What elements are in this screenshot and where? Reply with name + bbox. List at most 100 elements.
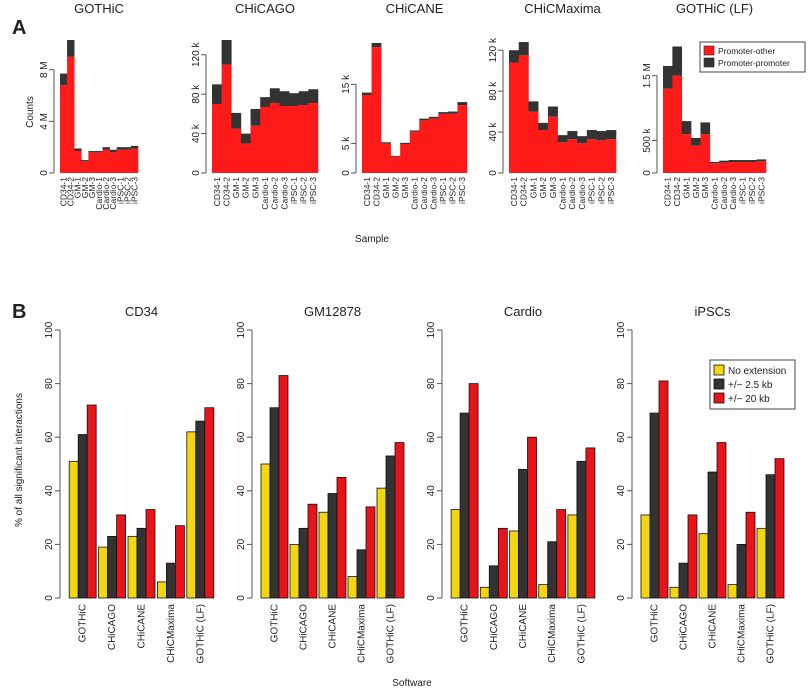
bar-cardio-chicago-20-kb [497, 527, 508, 599]
bar-segment-gothic-lf-gm-2-promoter-other [691, 145, 701, 173]
bar-segment-chicmaxima-cd34-1-promoter-promoter [509, 50, 520, 63]
bar-segment-gothic-gm-3-promoter-other [88, 152, 96, 173]
bar-segment-chicago-cd34-2-promoter-promoter [221, 40, 232, 65]
chart-title-gm12878: GM12878 [304, 304, 361, 319]
bar-segment-chicago-cardio-1-promoter-other [260, 106, 271, 173]
y-tick-label-gothic-8-m: 8 M [39, 61, 50, 78]
bar-segment-gothic-cardio-3-promoter-other [109, 152, 118, 173]
x-tick-label-chicane-cd34-1: CD34-1 [362, 177, 372, 207]
bar-segment-chicmaxima-ipsc-3-promoter-other [606, 139, 617, 173]
bar-segment-chicago-cd34-1-promoter-other [212, 104, 222, 173]
bar-ipscs-chicmaxima-20-kb [745, 511, 756, 599]
bar-segment-gothic-lf-gm-3-promoter-other [700, 134, 711, 173]
bar-ipscs-gothic-20-kb [658, 380, 669, 599]
bar-ipscs-chicmaxima-no-extension [727, 584, 738, 599]
x-tick-label-ipscs-chicmaxima: CHiCMaxima [737, 604, 748, 663]
bar-segment-chicmaxima-cd34-2-promoter-other [518, 55, 529, 173]
bar-segment-gothic-lf-ipsc-1-promoter-promoter [737, 160, 748, 162]
legend-swatch-promoter-other [703, 45, 715, 56]
bar-segment-gothic-lf-cardio-1-promoter-other [709, 163, 720, 173]
bar-segment-chicago-ipsc-1-promoter-other [289, 106, 300, 173]
bar-segment-gothic-cd34-2-promoter-other [67, 56, 75, 173]
x-tick-label-ipscs-chicago: CHiCAGO [679, 604, 690, 650]
bar-segment-chicane-ipsc-3-promoter-promoter [457, 102, 468, 106]
bar-cardio-chicane-2-5-kb [518, 468, 528, 599]
bar-segment-chicmaxima-ipsc-2-promoter-promoter [596, 131, 607, 141]
y-tick-label-cardio-60: 60 [426, 431, 437, 443]
bar-cardio-gothic-2-5-kb [459, 412, 470, 599]
y-tick-label-gm12878-0: 0 [236, 595, 247, 601]
bar-segment-chicane-cd34-2-promoter-promoter [371, 42, 382, 48]
bar-segment-chicane-cardio-3-promoter-other [428, 118, 439, 173]
legend-label-2-5-kb: +/− 2.5 kb [728, 380, 773, 391]
bar-cd34-gothic-lf-no-extension [186, 431, 197, 599]
legend-label-promoter-other: Promoter-other [718, 46, 775, 56]
bar-gm12878-gothic-no-extension [260, 463, 271, 599]
panel-b-x-axis-label: Software [392, 678, 432, 689]
chart-title-ipscs: iPSCs [694, 304, 731, 319]
x-tick-label-chicago-cardio-3: Cardio-3 [279, 177, 289, 210]
bar-segment-gothic-gm-2-promoter-other [81, 161, 89, 173]
bar-segment-gothic-cardio-1-promoter-other [95, 152, 103, 173]
x-tick-label-chicago-ipsc-3: iPSC-3 [308, 177, 318, 204]
bar-segment-chicmaxima-gm-1-promoter-promoter [528, 101, 539, 112]
x-tick-label-ipscs-gothic: GOTHiC [650, 604, 661, 642]
bar-cd34-chicago-2-5-kb [107, 535, 117, 599]
x-tick-label-gothic-ipsc-1: iPSC-1 [115, 177, 125, 204]
bar-cardio-gothic-lf-no-extension [567, 514, 578, 599]
bar-gm12878-gothic-lf-no-extension [376, 487, 387, 599]
bar-cd34-chicmaxima-no-extension [156, 581, 167, 599]
x-tick-label-gothic-ipsc-3: iPSC-3 [129, 177, 139, 204]
y-tick-label-chicmaxima-0: 0 [488, 170, 499, 176]
bar-segment-chicmaxima-cardio-3-promoter-promoter [577, 136, 588, 144]
x-tick-label-cd34-chicago: CHiCAGO [107, 604, 118, 650]
bar-segment-gothic-lf-gm-3-promoter-promoter [700, 122, 711, 135]
bar-cd34-chicane-no-extension [127, 535, 138, 599]
legend-box-gothic-lf [699, 41, 806, 73]
bar-segment-chicmaxima-gm-2-promoter-other [538, 130, 549, 173]
x-tick-label-chicane-gm-1: GM-1 [381, 177, 391, 199]
y-tick-label-chicago-40-k: 40 k [191, 123, 202, 143]
x-tick-label-chicago-cardio-1: Cardio-1 [260, 177, 270, 210]
bar-cardio-gothic-20-kb [468, 383, 479, 599]
bar-segment-gothic-lf-cd34-2-promoter-other [672, 75, 683, 173]
y-tick-label-gothic-4-m: 4 M [39, 113, 50, 130]
bar-gm12878-gothic-lf-2-5-kb [385, 455, 396, 599]
bar-segment-chicago-gm-2-promoter-promoter [240, 133, 251, 144]
x-tick-label-chicago-ipsc-2: iPSC-2 [299, 177, 309, 204]
x-tick-label-chicmaxima-cd34-2: CD34-2 [519, 177, 529, 207]
x-tick-label-chicmaxima-cd34-1: CD34-1 [509, 177, 519, 207]
y-tick-label-gm12878-80: 80 [236, 378, 247, 390]
x-tick-label-chicago-cd34-1: CD34-1 [212, 177, 222, 207]
bar-segment-chicane-gm-2-promoter-promoter [390, 155, 401, 157]
legend-label-20-kb: +/− 20 kb [728, 394, 770, 405]
x-tick-label-cardio-gothic-lf: GOTHiC (LF) [576, 604, 587, 663]
bar-segment-gothic-lf-cardio-2-promoter-promoter [719, 160, 729, 163]
x-tick-label-gothic-cardio-2: Cardio-2 [101, 177, 111, 210]
x-tick-label-gm12878-chicmaxima: CHiCMaxima [357, 604, 368, 663]
bar-segment-chicmaxima-gm-3-promoter-other [547, 116, 558, 173]
legend-swatch-no-extension [713, 364, 725, 376]
bar-segment-chicmaxima-cd34-2-promoter-promoter [518, 42, 529, 56]
bar-segment-chicago-ipsc-2-promoter-other [298, 105, 309, 173]
bar-segment-chicane-gm-1-promoter-other [381, 143, 391, 173]
bar-cd34-chicane-20-kb [145, 509, 156, 599]
y-tick-label-cd34-40: 40 [44, 485, 55, 497]
x-tick-label-gothic-lf-gm-1: GM-1 [681, 177, 691, 199]
x-tick-label-gothic-lf-ipsc-2: iPSC-2 [747, 177, 757, 204]
x-tick-label-gothic-lf-ipsc-3: iPSC-3 [756, 177, 766, 204]
y-tick-label-chicago-80-k: 80 k [191, 84, 202, 104]
bar-ipscs-chicmaxima-2-5-kb [736, 544, 747, 599]
bar-cd34-gothic-lf-20-kb [204, 407, 215, 599]
charts-group: GOTHiCCD34-1CD34-2GM-1GM-2GM-3Cardio-1Ca… [39, 1, 806, 663]
bar-segment-chicane-cardio-1-promoter-other [409, 131, 420, 173]
panel-b-label: B [12, 301, 26, 323]
bar-segment-chicago-ipsc-3-promoter-other [308, 103, 319, 173]
bar-segment-chicago-gm-3-promoter-other [250, 125, 261, 173]
bar-gm12878-gothic-lf-20-kb [394, 442, 405, 599]
bar-segment-gothic-lf-cd34-2-promoter-promoter [672, 46, 683, 76]
bar-segment-gothic-cd34-1-promoter-promoter [60, 73, 68, 86]
bar-segment-chicane-gm-2-promoter-other [390, 156, 401, 173]
bar-cd34-gothic-20-kb [86, 404, 97, 599]
